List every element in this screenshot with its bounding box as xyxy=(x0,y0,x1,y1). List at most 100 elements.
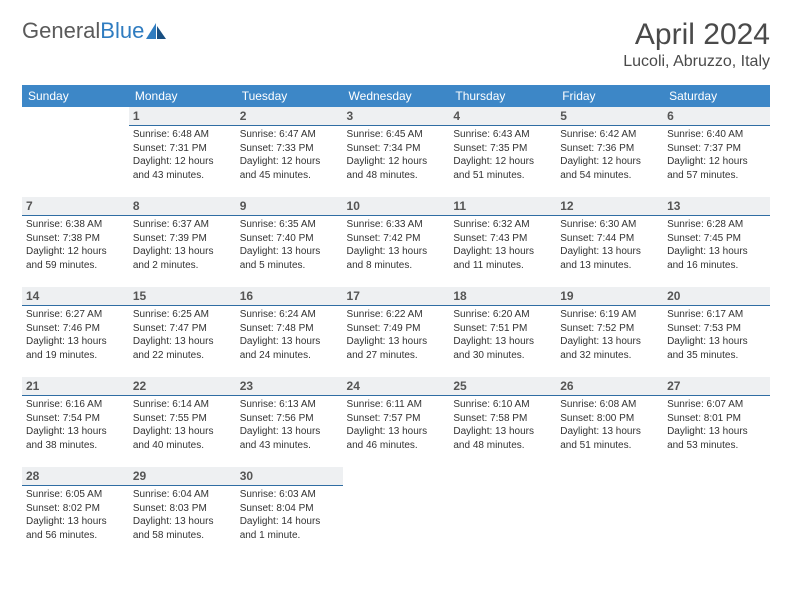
sunset-text: Sunset: 7:44 PM xyxy=(560,232,659,246)
sunrise-text: Sunrise: 6:10 AM xyxy=(453,398,552,412)
calendar-day-cell: 12Sunrise: 6:30 AMSunset: 7:44 PMDayligh… xyxy=(556,197,663,287)
day-content: 30Sunrise: 6:03 AMSunset: 8:04 PMDayligh… xyxy=(236,467,343,545)
sunset-text: Sunset: 8:01 PM xyxy=(667,412,766,426)
sunrise-text: Sunrise: 6:22 AM xyxy=(347,308,446,322)
logo-text-gray: General xyxy=(22,18,100,44)
sunrise-text: Sunrise: 6:08 AM xyxy=(560,398,659,412)
days-of-week-row: Sunday Monday Tuesday Wednesday Thursday… xyxy=(22,85,770,107)
daylight-text: and 43 minutes. xyxy=(240,439,339,453)
sunrise-text: Sunrise: 6:05 AM xyxy=(26,488,125,502)
calendar-day-cell: 24Sunrise: 6:11 AMSunset: 7:57 PMDayligh… xyxy=(343,377,450,467)
day-number: 20 xyxy=(663,287,770,306)
daylight-text: Daylight: 13 hours xyxy=(133,515,232,529)
day-content: 4Sunrise: 6:43 AMSunset: 7:35 PMDaylight… xyxy=(449,107,556,185)
daylight-text: Daylight: 12 hours xyxy=(560,155,659,169)
calendar-day-cell: 29Sunrise: 6:04 AMSunset: 8:03 PMDayligh… xyxy=(129,467,236,557)
sunset-text: Sunset: 7:40 PM xyxy=(240,232,339,246)
daylight-text: and 56 minutes. xyxy=(26,529,125,543)
sunrise-text: Sunrise: 6:27 AM xyxy=(26,308,125,322)
day-number: 2 xyxy=(236,107,343,126)
day-number: 3 xyxy=(343,107,450,126)
sunrise-text: Sunrise: 6:17 AM xyxy=(667,308,766,322)
daylight-text: and 35 minutes. xyxy=(667,349,766,363)
day-content: 22Sunrise: 6:14 AMSunset: 7:55 PMDayligh… xyxy=(129,377,236,455)
calendar-day-cell: 8Sunrise: 6:37 AMSunset: 7:39 PMDaylight… xyxy=(129,197,236,287)
daylight-text: Daylight: 13 hours xyxy=(133,245,232,259)
calendar-day-cell xyxy=(663,467,770,557)
day-content: 10Sunrise: 6:33 AMSunset: 7:42 PMDayligh… xyxy=(343,197,450,275)
sunset-text: Sunset: 7:38 PM xyxy=(26,232,125,246)
daylight-text: Daylight: 13 hours xyxy=(453,425,552,439)
sunrise-text: Sunrise: 6:07 AM xyxy=(667,398,766,412)
day-content: 5Sunrise: 6:42 AMSunset: 7:36 PMDaylight… xyxy=(556,107,663,185)
day-number: 5 xyxy=(556,107,663,126)
dow-sunday: Sunday xyxy=(22,85,129,107)
sunrise-text: Sunrise: 6:47 AM xyxy=(240,128,339,142)
daylight-text: Daylight: 13 hours xyxy=(347,335,446,349)
day-content: 6Sunrise: 6:40 AMSunset: 7:37 PMDaylight… xyxy=(663,107,770,185)
sunset-text: Sunset: 7:49 PM xyxy=(347,322,446,336)
calendar-day-cell: 13Sunrise: 6:28 AMSunset: 7:45 PMDayligh… xyxy=(663,197,770,287)
daylight-text: Daylight: 13 hours xyxy=(347,245,446,259)
sunset-text: Sunset: 7:53 PM xyxy=(667,322,766,336)
daylight-text: and 45 minutes. xyxy=(240,169,339,183)
daylight-text: and 19 minutes. xyxy=(26,349,125,363)
sunrise-text: Sunrise: 6:30 AM xyxy=(560,218,659,232)
calendar-day-cell: 30Sunrise: 6:03 AMSunset: 8:04 PMDayligh… xyxy=(236,467,343,557)
day-number: 19 xyxy=(556,287,663,306)
sunrise-text: Sunrise: 6:24 AM xyxy=(240,308,339,322)
daylight-text: Daylight: 12 hours xyxy=(453,155,552,169)
month-title: April 2024 xyxy=(623,18,770,51)
calendar-day-cell: 14Sunrise: 6:27 AMSunset: 7:46 PMDayligh… xyxy=(22,287,129,377)
calendar-day-cell: 22Sunrise: 6:14 AMSunset: 7:55 PMDayligh… xyxy=(129,377,236,467)
daylight-text: and 48 minutes. xyxy=(347,169,446,183)
daylight-text: and 27 minutes. xyxy=(347,349,446,363)
calendar-day-cell: 1Sunrise: 6:48 AMSunset: 7:31 PMDaylight… xyxy=(129,107,236,197)
daylight-text: and 51 minutes. xyxy=(453,169,552,183)
calendar-day-cell: 16Sunrise: 6:24 AMSunset: 7:48 PMDayligh… xyxy=(236,287,343,377)
calendar-day-cell: 23Sunrise: 6:13 AMSunset: 7:56 PMDayligh… xyxy=(236,377,343,467)
day-number: 10 xyxy=(343,197,450,216)
calendar-day-cell: 28Sunrise: 6:05 AMSunset: 8:02 PMDayligh… xyxy=(22,467,129,557)
calendar-day-cell: 17Sunrise: 6:22 AMSunset: 7:49 PMDayligh… xyxy=(343,287,450,377)
daylight-text: Daylight: 13 hours xyxy=(240,425,339,439)
sunset-text: Sunset: 7:56 PM xyxy=(240,412,339,426)
sunset-text: Sunset: 7:33 PM xyxy=(240,142,339,156)
dow-thursday: Thursday xyxy=(449,85,556,107)
day-content: 20Sunrise: 6:17 AMSunset: 7:53 PMDayligh… xyxy=(663,287,770,365)
day-number: 23 xyxy=(236,377,343,396)
calendar-day-cell: 4Sunrise: 6:43 AMSunset: 7:35 PMDaylight… xyxy=(449,107,556,197)
sunset-text: Sunset: 7:58 PM xyxy=(453,412,552,426)
day-content: 9Sunrise: 6:35 AMSunset: 7:40 PMDaylight… xyxy=(236,197,343,275)
location-text: Lucoli, Abruzzo, Italy xyxy=(623,53,770,71)
calendar-day-cell: 2 Sunrise: 6:47 AMSunset: 7:33 PMDaylight… xyxy=(236,107,343,197)
sunset-text: Sunset: 7:48 PM xyxy=(240,322,339,336)
daylight-text: and 53 minutes. xyxy=(667,439,766,453)
daylight-text: and 22 minutes. xyxy=(133,349,232,363)
sunset-text: Sunset: 8:03 PM xyxy=(133,502,232,516)
sunset-text: Sunset: 7:39 PM xyxy=(133,232,232,246)
daylight-text: and 13 minutes. xyxy=(560,259,659,273)
calendar-day-cell xyxy=(343,467,450,557)
calendar-week-row: 1Sunrise: 6:48 AMSunset: 7:31 PMDaylight… xyxy=(22,107,770,197)
dow-tuesday: Tuesday xyxy=(236,85,343,107)
sunrise-text: Sunrise: 6:42 AM xyxy=(560,128,659,142)
calendar-day-cell: 7Sunrise: 6:38 AMSunset: 7:38 PMDaylight… xyxy=(22,197,129,287)
day-content: 13Sunrise: 6:28 AMSunset: 7:45 PMDayligh… xyxy=(663,197,770,275)
day-number: 14 xyxy=(22,287,129,306)
daylight-text: and 58 minutes. xyxy=(133,529,232,543)
day-number: 7 xyxy=(22,197,129,216)
day-content: 21Sunrise: 6:16 AMSunset: 7:54 PMDayligh… xyxy=(22,377,129,455)
sunset-text: Sunset: 7:34 PM xyxy=(347,142,446,156)
day-number: 8 xyxy=(129,197,236,216)
sunset-text: Sunset: 7:45 PM xyxy=(667,232,766,246)
sunset-text: Sunset: 8:04 PM xyxy=(240,502,339,516)
sunrise-text: Sunrise: 6:03 AM xyxy=(240,488,339,502)
daylight-text: Daylight: 12 hours xyxy=(240,155,339,169)
day-content: 14Sunrise: 6:27 AMSunset: 7:46 PMDayligh… xyxy=(22,287,129,365)
daylight-text: and 57 minutes. xyxy=(667,169,766,183)
daylight-text: and 51 minutes. xyxy=(560,439,659,453)
daylight-text: and 5 minutes. xyxy=(240,259,339,273)
day-content: 8Sunrise: 6:37 AMSunset: 7:39 PMDaylight… xyxy=(129,197,236,275)
daylight-text: Daylight: 13 hours xyxy=(240,335,339,349)
